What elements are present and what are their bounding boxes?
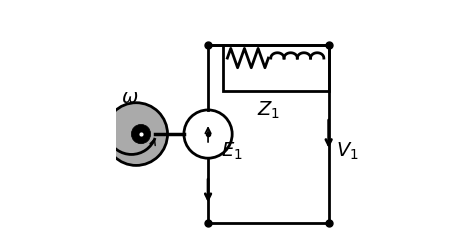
Text: $\mathit{V_1}$: $\mathit{V_1}$: [336, 140, 359, 162]
FancyBboxPatch shape: [222, 45, 328, 91]
Text: $\mathit{Z_1}$: $\mathit{Z_1}$: [257, 99, 280, 121]
Text: $\mathit{\omega}$: $\mathit{\omega}$: [121, 88, 138, 107]
Circle shape: [131, 124, 151, 144]
Circle shape: [105, 103, 167, 165]
Text: $\mathit{E_1}$: $\mathit{E_1}$: [221, 140, 243, 162]
